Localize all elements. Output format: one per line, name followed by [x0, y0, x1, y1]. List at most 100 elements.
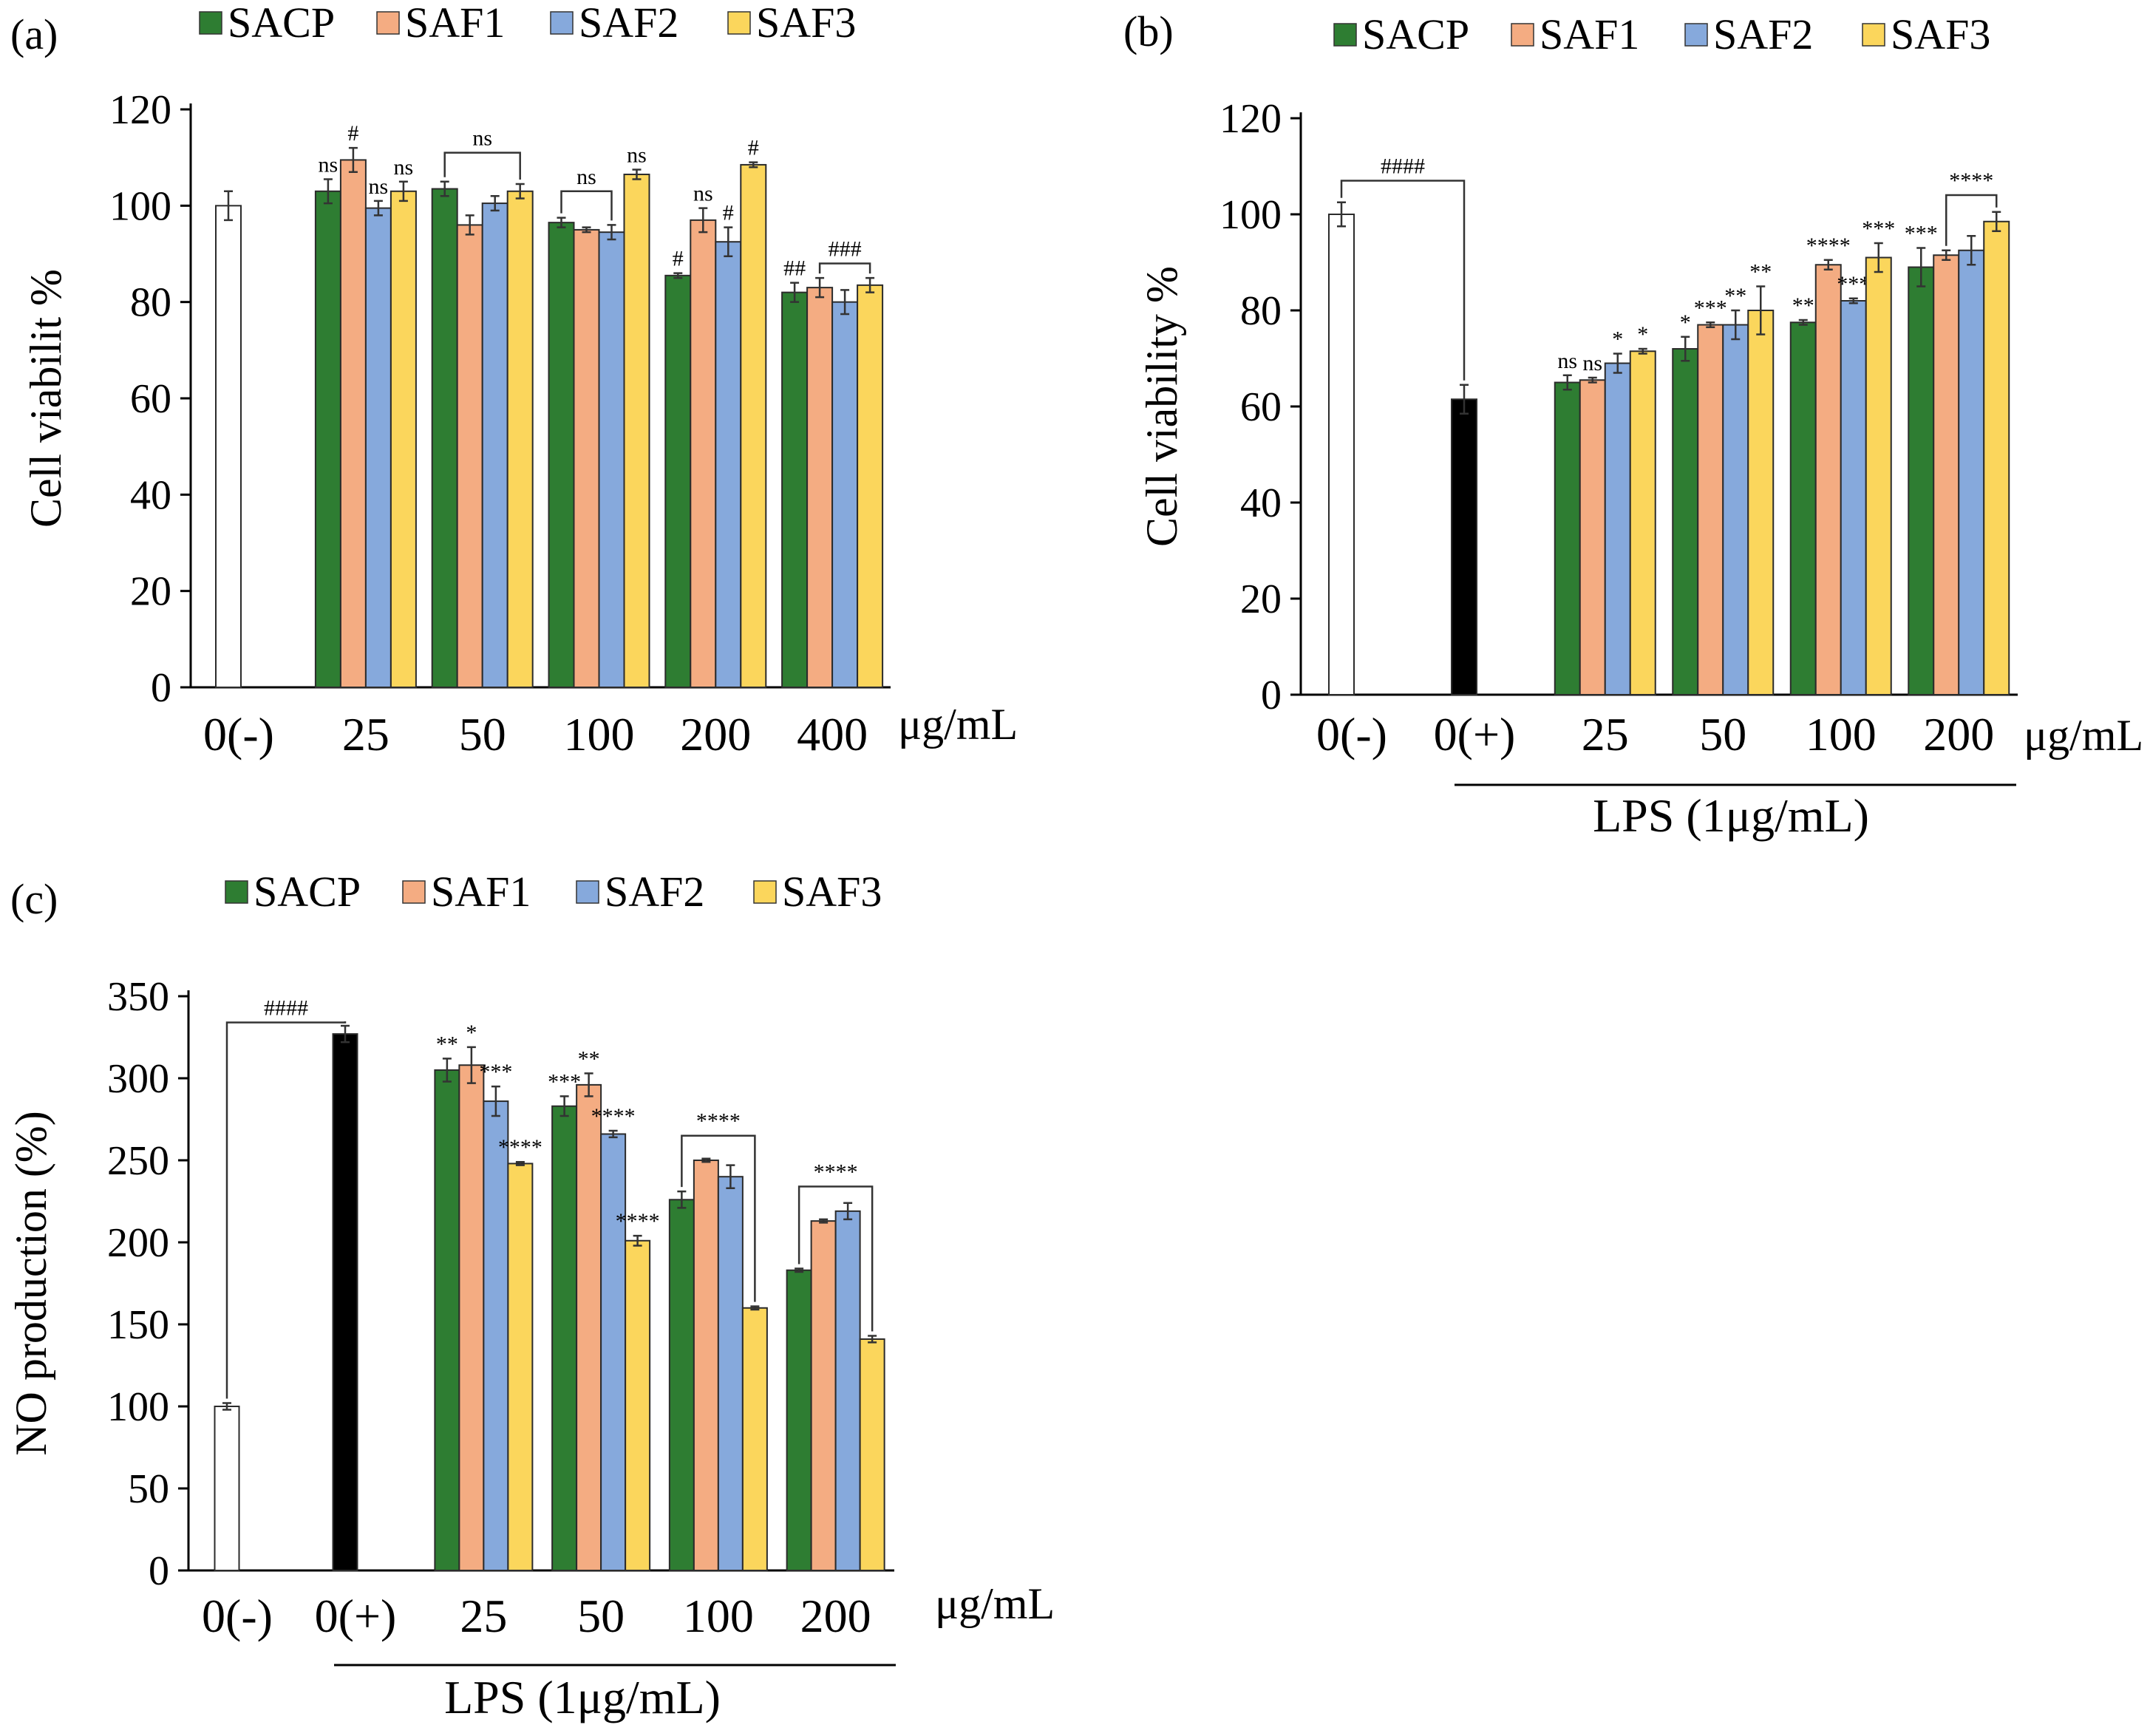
error-bar — [1942, 249, 1951, 261]
error-bar — [815, 276, 825, 299]
chart-panel-2: (c) SACP SAF1 SAF2 SAF3 0 50 100 150 200 250 300 350… — [7, 868, 1055, 1723]
bar-saf2 — [483, 1100, 509, 1571]
error-bar — [698, 207, 708, 234]
error-bar — [1967, 235, 1976, 266]
y-axis-title: Cell viabilit % — [21, 269, 70, 528]
bar-control-0 — [1328, 214, 1355, 695]
bracket-label: ns — [576, 165, 596, 189]
lps-caption: LPS (1μg/mL) — [444, 1671, 721, 1723]
bar-saf3 — [859, 1338, 885, 1571]
error-bar — [726, 1164, 735, 1189]
panel-label: (b) — [1123, 7, 1174, 55]
x-category-label: 100 — [1806, 708, 1877, 760]
significance-label: **** — [591, 1104, 636, 1129]
significance-bracket — [681, 1134, 756, 1302]
error-bar — [1874, 242, 1883, 273]
bar-saf2 — [600, 1133, 627, 1571]
legend-label-saf3: SAF3 — [1891, 10, 1990, 58]
bar-control-0 — [214, 1406, 240, 1571]
bar-saf2 — [481, 202, 508, 688]
significance-label: ns — [369, 174, 389, 199]
error-bar — [348, 146, 358, 173]
legend-swatch-saf2 — [550, 11, 574, 35]
significance-label: ns — [319, 152, 339, 177]
bar-saf3 — [1865, 256, 1892, 695]
significance-label: *** — [479, 1060, 512, 1084]
y-tick-label: 40 — [1240, 480, 1282, 526]
error-bar — [790, 282, 800, 303]
error-bar — [1681, 336, 1690, 362]
y-tick-label: 200 — [107, 1220, 169, 1266]
bar-sacp — [1908, 266, 1935, 695]
legend-swatch-saf3 — [1862, 23, 1885, 47]
bar-saf3 — [1983, 220, 2010, 695]
bar-sacp — [548, 222, 575, 688]
bar-saf2 — [717, 1176, 744, 1571]
error-bar — [1613, 353, 1622, 374]
y-tick-label: 20 — [1240, 576, 1282, 622]
y-tick-label: 150 — [107, 1302, 169, 1348]
legend-label-sacp: SACP — [254, 868, 361, 916]
bar-sacp — [1554, 381, 1581, 695]
error-bar — [608, 1129, 618, 1139]
significance-bracket — [818, 262, 871, 274]
bar-saf3 — [1747, 310, 1775, 695]
error-bar — [222, 1402, 231, 1411]
bar-saf3 — [741, 1307, 768, 1572]
bar-sacp — [786, 1269, 812, 1571]
bar-saf2 — [1840, 300, 1867, 695]
y-tick-label: 80 — [1240, 288, 1282, 334]
y-tick-label: 80 — [130, 280, 171, 326]
significance-label: ** — [1749, 260, 1772, 285]
error-bar — [1638, 347, 1647, 355]
bracket-label: **** — [814, 1160, 858, 1185]
chart-panel-0: (a) SACP SAF1 SAF2 SAF3 0 20 40 60 80 100 120 Cell v… — [10, 0, 1018, 760]
legend-label-saf1: SAF1 — [431, 868, 531, 916]
bar-control-1 — [332, 1033, 358, 1572]
y-tick-label: 100 — [109, 183, 171, 229]
significance-label: *** — [1694, 296, 1727, 320]
x-category-label: 0(+) — [1434, 708, 1516, 760]
error-bar — [491, 1085, 500, 1117]
error-bar — [677, 1190, 687, 1209]
legend-swatch-saf1 — [1511, 23, 1534, 47]
error-bar — [1588, 376, 1597, 384]
y-axis-title: Cell viability % — [1137, 266, 1186, 547]
significance-label: * — [1637, 322, 1648, 347]
bar-saf2 — [715, 241, 742, 689]
bracket-label: #### — [264, 996, 308, 1021]
error-bar — [633, 1234, 642, 1247]
significance-label: **** — [1806, 234, 1851, 258]
error-bar — [584, 1072, 593, 1097]
significance-label: ns — [693, 182, 713, 206]
significance-label: # — [723, 201, 734, 225]
panel-label: (c) — [10, 875, 58, 923]
significance-label: * — [1680, 310, 1691, 335]
x-category-label: 25 — [342, 708, 389, 760]
x-category-label: 50 — [459, 708, 506, 760]
error-bar — [1756, 285, 1766, 336]
significance-bracket — [1340, 180, 1466, 381]
error-bar — [673, 272, 683, 279]
error-bar — [323, 178, 333, 205]
error-bar — [515, 1160, 525, 1166]
bar-saf1 — [1814, 264, 1842, 695]
bar-saf2 — [1958, 249, 1985, 695]
significance-label: *** — [1905, 222, 1938, 246]
bar-saf1 — [693, 1160, 719, 1571]
bar-sacp — [668, 1199, 695, 1572]
bar-saf1 — [458, 1064, 485, 1571]
error-bar — [373, 200, 383, 217]
bar-saf1 — [576, 1083, 602, 1571]
bar-saf3 — [623, 173, 650, 689]
error-bar — [557, 217, 566, 228]
x-category-label: 200 — [680, 708, 751, 760]
error-bar — [224, 190, 233, 222]
error-bar — [1706, 321, 1715, 328]
bracket-label: **** — [1949, 169, 1993, 193]
bar-control-0 — [215, 205, 242, 689]
error-bar — [840, 289, 850, 316]
error-bar — [465, 214, 474, 236]
y-tick-label: 300 — [107, 1056, 169, 1102]
significance-bracket — [1945, 194, 1998, 246]
